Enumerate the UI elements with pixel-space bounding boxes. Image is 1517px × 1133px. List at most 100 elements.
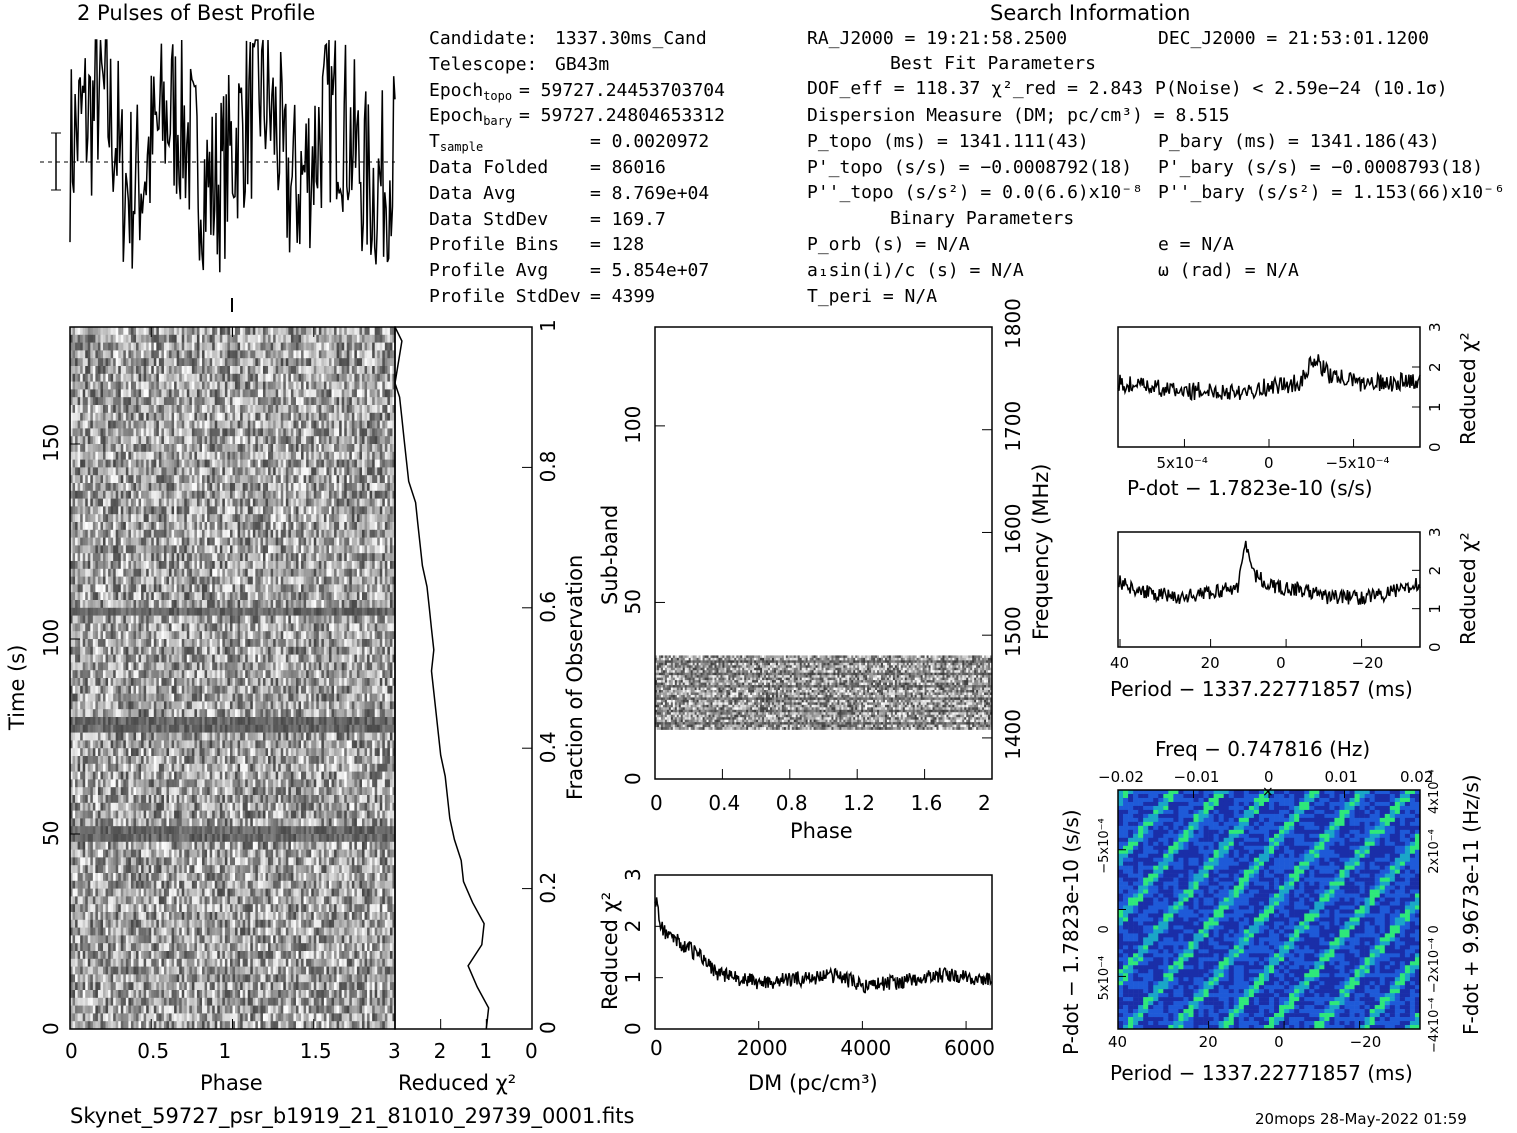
heatmap-cell	[326, 616, 329, 624]
heatmap-cell	[166, 366, 169, 374]
heatmap-cell	[106, 460, 109, 468]
heatmap-cell	[172, 616, 175, 624]
heatmap-cell	[80, 421, 83, 429]
heatmap-cell	[326, 584, 329, 592]
heatmap-cell	[276, 335, 279, 343]
heatmap-cell	[227, 389, 230, 397]
heatmap-cell	[187, 553, 190, 561]
heatmap-cell	[273, 538, 276, 546]
heatmap-cell	[202, 467, 205, 475]
heatmap-cell	[314, 405, 317, 413]
heatmap-cell	[113, 335, 116, 343]
heatmap-cell	[367, 514, 370, 522]
heatmap-cell	[166, 389, 169, 397]
heatmap-cell	[288, 616, 291, 624]
heatmap-cell	[85, 545, 88, 553]
heatmap-cell	[197, 358, 200, 366]
heatmap-cell	[230, 623, 233, 631]
heatmap-cell	[141, 592, 144, 600]
heatmap-cell	[329, 475, 332, 483]
heatmap-cell	[260, 467, 263, 475]
heatmap-cell	[281, 452, 284, 460]
heatmap-cell	[197, 374, 200, 382]
heatmap-cell	[344, 467, 347, 475]
heatmap-cell	[316, 358, 319, 366]
heatmap-cell	[95, 374, 98, 382]
heatmap-cell	[271, 491, 274, 499]
heatmap-cell	[293, 514, 296, 522]
heatmap-cell	[78, 374, 81, 382]
heatmap-cell	[149, 514, 152, 522]
heatmap-cell	[367, 366, 370, 374]
heatmap-cell	[217, 460, 220, 468]
heatmap-cell	[278, 584, 281, 592]
heatmap-cell	[344, 413, 347, 421]
heatmap-cell	[126, 623, 129, 631]
heatmap-cell	[354, 358, 357, 366]
heatmap-cell	[293, 538, 296, 546]
heatmap-cell	[344, 366, 347, 374]
heatmap-cell	[326, 530, 329, 538]
heatmap-cell	[367, 428, 370, 436]
heatmap-cell	[359, 545, 362, 553]
heatmap-cell	[166, 452, 169, 460]
heatmap-cell	[177, 538, 180, 546]
heatmap-cell	[253, 421, 256, 429]
heatmap-cell	[316, 374, 319, 382]
heatmap-cell	[301, 499, 304, 507]
heatmap-cell	[121, 413, 124, 421]
heatmap-cell	[299, 577, 302, 585]
heatmap-cell	[362, 475, 365, 483]
heatmap-cell	[347, 616, 350, 624]
heatmap-cell	[121, 444, 124, 452]
heatmap-cell	[156, 553, 159, 561]
heatmap-cell	[166, 444, 169, 452]
heatmap-cell	[260, 616, 263, 624]
heatmap-cell	[286, 366, 289, 374]
heatmap-cell	[103, 343, 106, 351]
heatmap-cell	[116, 569, 119, 577]
heatmap-cell	[149, 366, 152, 374]
heatmap-cell	[306, 366, 309, 374]
heatmap-cell	[192, 545, 195, 553]
heatmap-cell	[243, 397, 246, 405]
heatmap-cell	[131, 452, 134, 460]
heatmap-cell	[207, 545, 210, 553]
heatmap-cell	[131, 530, 134, 538]
heatmap-cell	[95, 608, 98, 616]
heatmap-cell	[179, 413, 182, 421]
heatmap-cell	[357, 467, 360, 475]
heatmap-cell	[299, 436, 302, 444]
heatmap-cell	[159, 366, 162, 374]
heatmap-cell	[220, 506, 223, 514]
heatmap-cell	[146, 616, 149, 624]
heatmap-cell	[281, 350, 284, 358]
heatmap-cell	[296, 350, 299, 358]
heatmap-cell	[78, 436, 81, 444]
heatmap-cell	[78, 506, 81, 514]
heatmap-cell	[169, 514, 172, 522]
heatmap-cell	[306, 616, 309, 624]
heatmap-cell	[212, 327, 215, 335]
heatmap-cell	[212, 530, 215, 538]
heatmap-cell	[321, 343, 324, 351]
heatmap-cell	[164, 460, 167, 468]
heatmap-cell	[217, 405, 220, 413]
heatmap-cell	[126, 530, 129, 538]
heatmap-cell	[98, 600, 101, 608]
heatmap-cell	[192, 553, 195, 561]
heatmap-cell	[161, 335, 164, 343]
heatmap-cell	[220, 514, 223, 522]
heatmap-cell	[146, 483, 149, 491]
heatmap-cell	[75, 538, 78, 546]
heatmap-cell	[291, 397, 294, 405]
heatmap-cell	[227, 623, 230, 631]
heatmap-cell	[357, 522, 360, 530]
heatmap-cell	[220, 358, 223, 366]
heatmap-cell	[199, 522, 202, 530]
heatmap-cell	[194, 483, 197, 491]
heatmap-cell	[192, 608, 195, 616]
heatmap-cell	[133, 608, 136, 616]
heatmap-cell	[365, 444, 368, 452]
heatmap-cell	[202, 327, 205, 335]
